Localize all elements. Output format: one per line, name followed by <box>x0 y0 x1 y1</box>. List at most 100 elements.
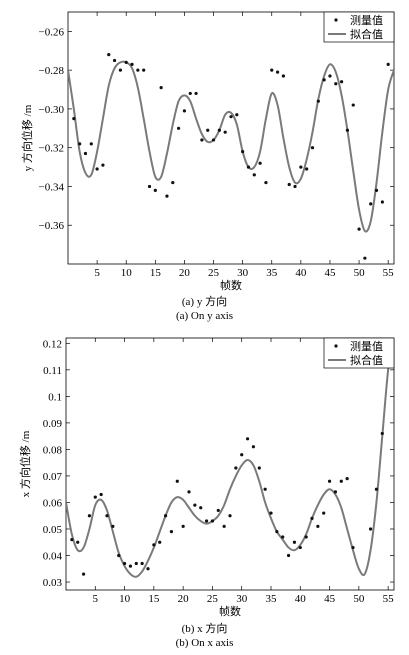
measured-point <box>211 138 216 142</box>
measured-point <box>228 514 232 518</box>
measured-point <box>281 535 285 539</box>
x-tick-label: 35 <box>266 267 278 279</box>
legend-box <box>323 337 395 369</box>
y-tick-label: −0.36 <box>39 220 65 232</box>
measured-point <box>204 519 209 523</box>
measured-point <box>200 138 204 142</box>
measured-point <box>322 78 326 82</box>
measured-point <box>380 200 384 204</box>
measured-point <box>78 142 82 146</box>
measured-point <box>345 128 350 132</box>
measured-point <box>152 543 156 547</box>
measured-point <box>299 165 303 169</box>
measured-point <box>76 540 80 544</box>
y-tick-label: 0.11 <box>43 365 62 377</box>
measured-point <box>89 142 93 146</box>
x-tick-label: 45 <box>324 267 336 279</box>
x-axis-label: 帧数 <box>220 278 242 292</box>
measured-point <box>380 431 384 436</box>
measured-point <box>105 514 109 518</box>
measured-point <box>339 479 343 483</box>
measured-point <box>240 453 244 457</box>
measured-point <box>159 86 163 90</box>
x-tick-label: 10 <box>121 267 133 279</box>
x-tick-label: 30 <box>236 593 248 605</box>
plot-area <box>68 53 394 260</box>
measured-point <box>222 524 226 528</box>
measured-point <box>263 487 267 491</box>
measured-point <box>287 182 291 187</box>
measured-point <box>322 511 326 515</box>
legend-label-fitted: 拟合值 <box>350 353 383 367</box>
x-tick-label: 10 <box>119 593 131 605</box>
measured-point <box>181 524 185 528</box>
measured-point <box>93 495 97 499</box>
measured-point <box>118 68 122 72</box>
measured-point <box>275 70 280 74</box>
measured-point <box>122 561 127 566</box>
caption-en-x: (b) On x axis <box>175 637 234 649</box>
caption-cn-y: (a) y 方向 <box>181 296 228 308</box>
y-tick-label: 0.06 <box>43 497 63 509</box>
legend-box <box>323 11 395 43</box>
measured-point <box>351 545 355 550</box>
x-tick-label: 5 <box>94 267 100 279</box>
measured-point <box>81 572 86 576</box>
measured-point <box>269 511 273 515</box>
measured-point <box>117 553 121 558</box>
measured-point <box>270 68 274 72</box>
x-tick-label: 20 <box>179 267 191 279</box>
measured-point <box>136 68 140 72</box>
plot-frame <box>65 337 395 591</box>
measured-point <box>111 524 115 528</box>
x-axis-label: 帧数 <box>219 604 241 618</box>
measured-point <box>130 62 134 66</box>
measured-point <box>246 165 251 169</box>
measured-point <box>206 128 210 132</box>
measured-point <box>351 103 355 107</box>
measured-point <box>316 99 320 103</box>
measured-point <box>298 545 302 550</box>
x-tick-label: 55 <box>383 593 395 605</box>
measured-point <box>187 490 191 494</box>
chart-panel-y: 5 10 15 20 25 30 35 40 45 50 55 −0.36 −0.34 −0.32 −0.3… <box>20 11 395 322</box>
y-tick-label: 0.03 <box>43 577 63 589</box>
legend-label-measured: 测量值 <box>350 340 383 353</box>
legend-label-fitted: 拟合值 <box>350 27 383 41</box>
y-tick-label: −0.26 <box>39 26 65 38</box>
y-tick-label: 0.1 <box>48 391 62 403</box>
measured-point <box>310 516 314 520</box>
x-tick-label: 40 <box>295 267 307 279</box>
y-tick-label: −0.32 <box>39 143 64 155</box>
x-tick-label: 20 <box>178 593 190 605</box>
x-tick-label: 55 <box>383 267 395 279</box>
measured-point <box>310 146 315 150</box>
chart-y-displacement: 5 10 15 20 25 30 35 40 45 50 55 −0.36 −0.34 −0.32 −0.3… <box>20 11 395 292</box>
measured-point <box>374 487 379 491</box>
x-tick-label: 35 <box>266 593 278 605</box>
measured-point <box>175 479 179 483</box>
y-tick-label: 0.08 <box>43 444 63 456</box>
measured-point <box>107 53 111 57</box>
measured-point <box>193 503 197 507</box>
measured-point <box>333 490 338 494</box>
fitted-curve <box>68 60 394 233</box>
measured-point <box>245 437 250 441</box>
measured-point <box>99 492 103 497</box>
measured-point <box>95 167 99 171</box>
measured-point <box>374 188 379 192</box>
plot-area <box>66 338 394 578</box>
measured-point <box>275 530 279 534</box>
measured-point <box>281 74 285 78</box>
measured-point <box>241 149 245 154</box>
measured-point <box>83 151 88 156</box>
measured-point <box>72 117 76 121</box>
measured-point <box>345 476 349 481</box>
measured-point <box>234 466 238 470</box>
y-tick-label: 0.12 <box>43 338 62 350</box>
x-tick-label: 40 <box>295 593 307 605</box>
measured-point <box>158 540 162 544</box>
measured-point <box>304 535 308 539</box>
measured-point <box>165 194 169 198</box>
measured-point <box>112 58 117 63</box>
